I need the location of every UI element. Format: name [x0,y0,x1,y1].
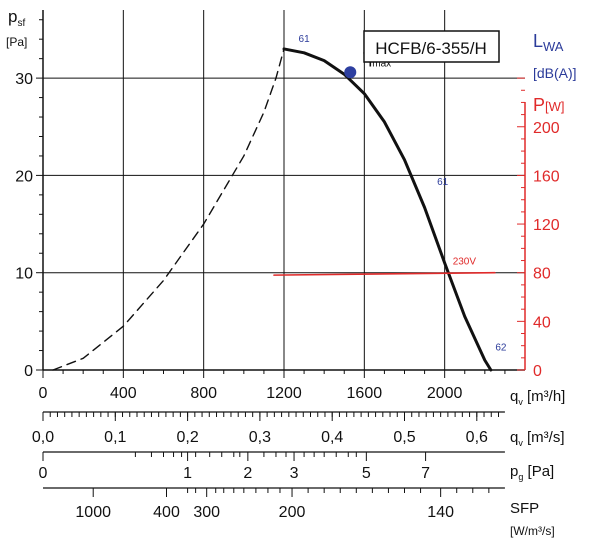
lwa-axis-label-sub: WA [543,39,564,54]
extra-scale-label: 0,1 [104,429,126,446]
lwa-axis-label-main: L [533,31,543,51]
extra-scale-label: 400 [153,504,180,521]
extra-scale-label: 0,4 [321,429,343,446]
extra-scale-label: 0,5 [393,429,415,446]
extra-scale-label: 0,0 [32,429,54,446]
power-axis-label-unit: [W] [545,99,565,114]
pressure-curve-unstable [52,48,285,371]
lwa-annotation: 61 [437,177,449,188]
x-axis-label: qv [m³/h] [510,388,565,407]
pressure-curve [282,47,493,372]
extra-scale-unit: [W/m³/s] [510,524,555,538]
extra-scale-label: 0,2 [176,429,198,446]
extra-scale-label: 0,3 [249,429,271,446]
y-tick-label: 20 [15,168,33,185]
y-tick-label: 30 [15,71,33,88]
extra-scale-label: 1000 [75,504,111,521]
power-tick-label: 200 [533,120,560,137]
y-axis-label-sub: sf [17,18,25,29]
chart-title: HCFB/6-355/H [375,39,486,58]
extra-scale-label: 2 [243,465,252,482]
power-tick-label: 80 [533,266,551,283]
extra-scale-label: 200 [279,504,306,521]
y-tick-label: 0 [24,363,33,380]
extra-scale-title: SFP [510,500,539,517]
extra-scale-label: 5 [362,465,371,482]
x-tick-label: 0 [39,385,48,402]
y-axis-label-main: p [8,7,17,26]
x-tick-label: 400 [110,385,137,402]
y-axis-label: psf [8,7,25,29]
model-title-box: HCFB/6-355/H [363,30,500,63]
x-axis: 0 400 800 1200 1600 2000 qv [m³/h] [39,370,565,407]
eta-max-marker [344,66,357,79]
lwa-annotation: 62 [495,343,507,354]
lwa-axis-label: LWA [533,31,564,54]
extra-scale-label: 3 [290,465,299,482]
power-curve-label: 230V [453,257,477,268]
power-axis: 0 40 80 120 160 200 [517,77,560,380]
y-tick-label: 10 [15,266,33,283]
grid-lines [43,10,525,370]
lwa-annotation: 61 [299,34,311,45]
power-tick-label: 40 [533,314,551,331]
lwa-axis-unit: [dB(A)] [533,65,577,81]
series-curves: 230V [52,47,496,372]
power-axis-label: P[W] [533,95,565,115]
x-tick-label: 800 [190,385,217,402]
extra-scale-title: qv [m³/s] [510,429,565,448]
power-tick-label: 120 [533,217,560,234]
power-tick-label: 160 [533,168,560,185]
extra-scale-label: 0,6 [466,429,488,446]
x-tick-label: 2000 [427,385,463,402]
power-curve-230v [273,271,496,276]
y-axis: 0 10 20 30 [15,19,43,380]
extra-scale-title: pg [Pa] [510,463,554,482]
y-axis-unit: [Pa] [6,35,27,49]
annotations: ηmax616162 [299,34,507,353]
x-tick-label: 1600 [347,385,383,402]
extra-scale-label: 7 [421,465,430,482]
extra-scale-label: 300 [193,504,220,521]
power-axis-label-main: P [533,95,545,115]
extra-scale-label: 140 [427,504,454,521]
x-tick-label: 1200 [266,385,302,402]
power-tick-label: 0 [533,363,542,380]
extra-scale-label: 1 [183,465,192,482]
extra-scale-label: 0 [39,465,48,482]
extra-scales: 0,0 0,1 0,2 0,3 0,4 0,5 0,6 qv [m³/s] 0 1 2 3 5 7 pg [… [32,411,565,538]
